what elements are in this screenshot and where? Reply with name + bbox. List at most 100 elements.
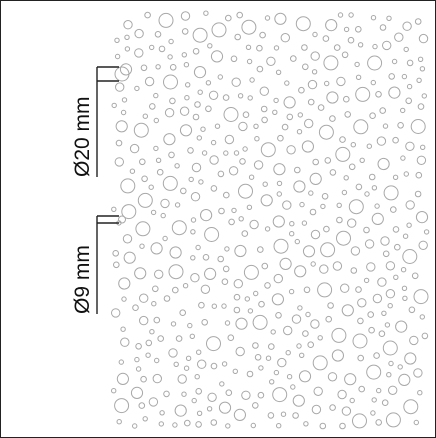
- perforation-hole: [115, 120, 128, 133]
- perforation-hole: [130, 386, 144, 399]
- perforation-hole: [324, 157, 332, 164]
- perforation-hole: [135, 366, 142, 372]
- perforation-hole: [383, 185, 399, 201]
- perforation-hole: [253, 123, 259, 130]
- perforation-hole: [111, 308, 121, 318]
- perforation-hole: [329, 169, 337, 176]
- perforation-hole: [139, 243, 145, 249]
- perforation-hole: [355, 86, 371, 102]
- perforation-hole: [298, 86, 305, 94]
- perforation-hole: [402, 249, 418, 264]
- diameter-label-large: Ø20 mm: [71, 96, 94, 177]
- perforation-hole: [286, 113, 294, 121]
- perforation-hole: [158, 12, 174, 28]
- perforation-hole: [197, 359, 207, 369]
- perforation-hole: [293, 180, 306, 193]
- perforation-hole: [217, 170, 225, 178]
- perforation-hole: [200, 209, 213, 222]
- perforation-hole: [204, 267, 217, 280]
- perforation-hole: [194, 374, 200, 380]
- perforation-hole: [397, 364, 403, 370]
- perforation-hole: [403, 46, 409, 53]
- perforation-hole: [274, 12, 287, 25]
- perforation-hole: [291, 314, 302, 324]
- perforation-hole: [400, 267, 407, 273]
- perforation-hole: [319, 422, 327, 430]
- perforation-hole: [187, 147, 194, 154]
- perforation-hole: [121, 97, 128, 103]
- perforation-hole: [307, 341, 315, 349]
- perforation-hole: [145, 352, 151, 358]
- perforation-hole: [174, 404, 187, 417]
- perforation-hole: [385, 412, 401, 428]
- perforation-hole: [185, 82, 191, 88]
- perforation-hole: [391, 58, 398, 65]
- perforation-hole: [228, 166, 239, 176]
- perforation-hole: [122, 234, 133, 244]
- perforation-hole: [341, 406, 352, 416]
- perforation-hole: [142, 113, 149, 119]
- perforation-hole: [322, 35, 330, 42]
- perforation-hole: [202, 253, 210, 261]
- perforation-hole: [149, 103, 156, 110]
- perforation-hole: [260, 105, 268, 113]
- perforation-hole: [313, 386, 323, 396]
- perforation-hole: [163, 133, 176, 146]
- perforation-hole: [312, 31, 318, 38]
- perforation-hole: [259, 31, 266, 39]
- perforation-hole: [323, 55, 339, 71]
- perforation-hole: [187, 322, 193, 329]
- perforation-hole: [272, 215, 285, 228]
- perforation-hole: [148, 397, 159, 407]
- perforation-hole: [413, 419, 419, 426]
- perforation-hole: [326, 91, 339, 104]
- perforation-hole: [181, 391, 187, 397]
- perforation-hole: [149, 44, 155, 51]
- perforation-hole: [124, 46, 131, 52]
- perforation-hole: [294, 166, 301, 174]
- perforation-hole: [241, 19, 257, 35]
- perforation-hole: [246, 204, 253, 211]
- perforation-hole: [153, 92, 159, 99]
- perforation-hole: [301, 140, 314, 153]
- perforation-hole: [392, 136, 399, 144]
- perforation-hole: [386, 15, 392, 21]
- perforation-hole: [301, 220, 308, 226]
- perforation-hole: [352, 413, 367, 429]
- perforation-hole: [411, 272, 419, 280]
- perforation-hole: [377, 277, 387, 287]
- perforation-hole: [283, 325, 293, 336]
- perforation-hole: [207, 43, 213, 49]
- perforation-hole: [402, 295, 408, 301]
- perforation-hole: [129, 143, 140, 154]
- perforation-hole: [200, 284, 211, 294]
- perforation-hole: [309, 172, 322, 185]
- perforation-hole: [256, 44, 263, 52]
- perforation-hole: [132, 423, 138, 429]
- perforation-hole: [349, 397, 355, 404]
- perforation-hole: [138, 402, 146, 409]
- perforation-hole: [155, 157, 162, 164]
- perforation-hole: [224, 320, 231, 326]
- perforation-hole: [134, 85, 140, 92]
- perforation-hole: [336, 76, 346, 87]
- perforation-hole: [375, 419, 383, 426]
- perforation-hole: [405, 141, 415, 152]
- perforation-hole: [195, 244, 201, 251]
- perforation-hole: [296, 343, 302, 349]
- perforation-hole: [124, 34, 130, 40]
- perforation-hole: [307, 79, 318, 90]
- perforation-hole: [303, 421, 309, 427]
- perforation-hole: [416, 155, 427, 166]
- perforation-hole: [341, 189, 348, 196]
- perforation-hole: [198, 179, 204, 185]
- perforation-hole: [376, 387, 382, 394]
- perforation-hole: [292, 394, 305, 407]
- perforation-hole: [223, 150, 229, 156]
- perforation-hole: [309, 208, 317, 216]
- perforation-hole: [114, 398, 130, 414]
- perforation-hole: [233, 306, 241, 314]
- perforation-hole: [357, 317, 364, 325]
- perforation-hole: [352, 333, 368, 349]
